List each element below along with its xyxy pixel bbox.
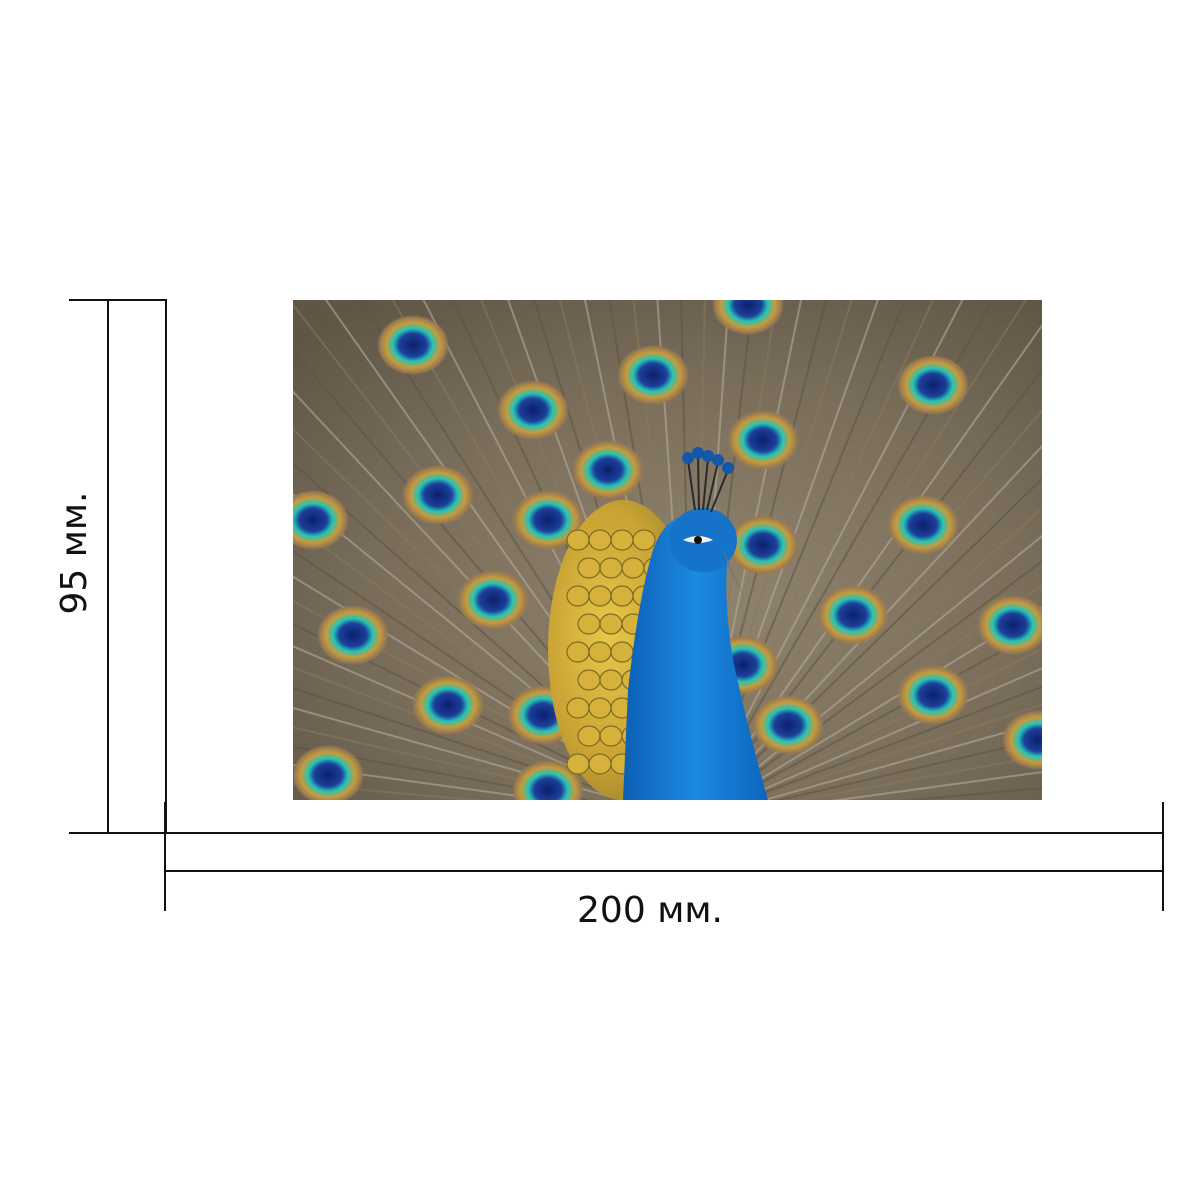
height-label: 95 мм. [54,491,95,615]
feather-eye [887,495,959,555]
gold-scale [621,557,645,579]
feather-eye [497,380,569,440]
gold-scale [566,753,590,775]
gold-scale [577,613,601,635]
height-dim-line-outer [107,299,109,834]
feather-shaft [760,721,1042,800]
feather-eye [457,570,529,630]
feather-shaft [727,627,1042,800]
gold-scale [588,585,612,607]
peacock-photo [293,300,1042,800]
feather-shaft [723,606,1042,800]
gold-scale [577,669,601,691]
width-dim-line-lower [164,870,1164,872]
gold-scale [599,613,623,635]
width-dim-right-tick [1162,802,1164,911]
gold-scale [566,585,590,607]
feather-eye [1002,710,1042,770]
feather-eye [897,665,969,725]
gold-scale [577,557,601,579]
feather-shaft [796,754,1042,800]
height-dim-line-inner [165,299,167,834]
feather-eye [617,345,689,405]
height-dim-bottom-tick [69,832,166,834]
feather-shaft [293,599,659,800]
gold-scale [610,585,634,607]
feather-eye [293,745,364,800]
width-label: 200 мм. [577,890,723,931]
feather-shaft [703,300,995,800]
crest-tips [682,447,734,474]
gold-scale [588,529,612,551]
gold-scale [588,697,612,719]
gold-scale [632,529,656,551]
gold-scale [599,669,623,691]
peacock-neck [623,515,768,800]
feather-shaft [742,685,1042,800]
feather-eye [317,605,389,665]
feather-shaft [750,703,1042,800]
gold-scale [566,641,590,663]
peacock-crest [687,454,729,513]
peacock-beak [723,550,748,605]
feather-shaft [736,667,1042,800]
height-dim-top-tick [69,299,166,301]
feather-eye [712,300,784,335]
feather-shaft [774,738,1042,800]
feather-eye [727,515,799,575]
feather-eye [817,585,889,645]
gold-scale [566,697,590,719]
feather-eye [572,440,644,500]
feather-eye [512,760,584,800]
feather-shaft [293,645,650,800]
gold-scale [599,725,623,747]
gold-scale [599,557,623,579]
gold-scale [588,641,612,663]
gold-scale [566,529,590,551]
gold-scale [610,529,634,551]
feather-eye [377,315,449,375]
feather-eye [412,675,484,735]
feather-eye [727,410,799,470]
feather-eye [897,355,969,415]
feather-shaft [831,771,1042,800]
width-dim-left-tick [164,802,166,911]
width-dim-line-upper [164,832,1164,834]
peacock-eye [694,536,702,544]
feather-shaft [704,300,1027,800]
gold-scale [610,641,634,663]
feather-eye [752,695,824,755]
gold-scale [577,725,601,747]
feather-eye [977,595,1042,655]
feather-eye [402,465,474,525]
feather-eye [293,490,349,550]
gold-scale [588,753,612,775]
feather-shaft [293,623,655,800]
feather-shaft [731,648,1042,800]
feather-eye [512,490,584,550]
